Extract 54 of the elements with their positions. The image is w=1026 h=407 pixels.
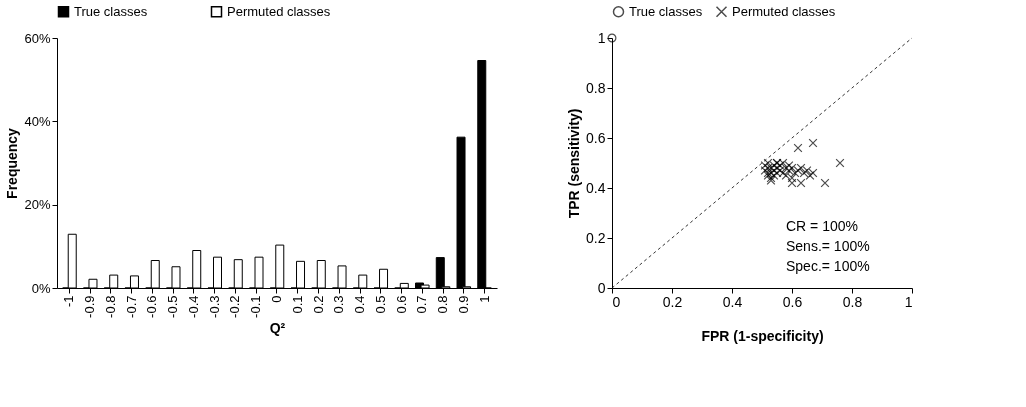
y-axis-title: TPR (sensitivity)	[566, 108, 583, 219]
point	[793, 143, 803, 153]
x-axis-title: Q²	[269, 319, 286, 336]
point	[808, 168, 818, 178]
y-axis-title: Frequency	[4, 127, 21, 199]
x-tick-label: 0.2	[662, 293, 683, 310]
x-tick-label: 0.5	[372, 295, 388, 314]
x-tick-label: -0.3	[206, 295, 222, 318]
x-tick-label: -0.7	[123, 295, 139, 318]
y-tick-label: 0.4	[586, 179, 606, 196]
y-tick-label: 40%	[24, 113, 51, 129]
x-tick-label: -0.2	[227, 295, 243, 318]
y-tick-label: 0%	[31, 280, 51, 296]
y-tick-label: 0.8	[586, 79, 606, 96]
x-tick-label: -0.1	[248, 295, 264, 318]
legend-label: True classes	[74, 3, 148, 19]
legend-label: Permuted classes	[227, 3, 331, 19]
x-tick-label: 0.8	[435, 295, 451, 314]
x-tick-label: 0.2	[310, 295, 326, 314]
x-tick-label: -1	[61, 295, 77, 308]
x-tick-label: 0.1	[289, 295, 305, 314]
y-tick-label: 0.6	[586, 129, 606, 146]
x-tick-label: 0	[612, 293, 621, 310]
x-tick-label: 0.3	[331, 295, 347, 314]
x-tick-label: 1	[904, 293, 913, 310]
x-tick-label: -0.6	[144, 295, 160, 318]
x-tick-label: 0	[269, 295, 284, 303]
x-tick-label: -0.9	[82, 295, 98, 318]
x-tick-label: 0.4	[352, 295, 368, 314]
point	[796, 178, 806, 188]
x-tick-label: 0.8	[842, 293, 863, 310]
x-tick-label: -0.8	[102, 295, 118, 318]
y-tick-label: 60%	[24, 30, 51, 46]
y-tick-label: 20%	[24, 197, 51, 213]
y-tick-label: 0.2	[586, 229, 606, 246]
point	[835, 158, 845, 168]
x-tick-label: -0.4	[185, 295, 201, 318]
legend-label: True classes	[629, 3, 703, 19]
x-tick-label: -0.5	[165, 295, 181, 318]
x-tick-label: 1	[476, 295, 492, 303]
x-axis-title: FPR (1-specificity)	[701, 327, 824, 344]
x-tick-label: 0.7	[414, 295, 430, 314]
x-tick-label: 0.6	[782, 293, 803, 310]
annotation: Sens.= 100%	[786, 238, 870, 254]
x-tick-label: 0.6	[393, 295, 409, 314]
point	[820, 178, 830, 188]
legend-label: Permuted classes	[732, 3, 836, 19]
y-tick-label: 1	[597, 29, 606, 46]
point	[808, 138, 818, 148]
annotation: Spec.= 100%	[786, 258, 870, 274]
x-tick-label: 0.9	[455, 295, 471, 314]
x-tick-label: 0.4	[722, 293, 743, 310]
point	[805, 171, 815, 180]
annotation: CR = 100%	[786, 218, 858, 234]
